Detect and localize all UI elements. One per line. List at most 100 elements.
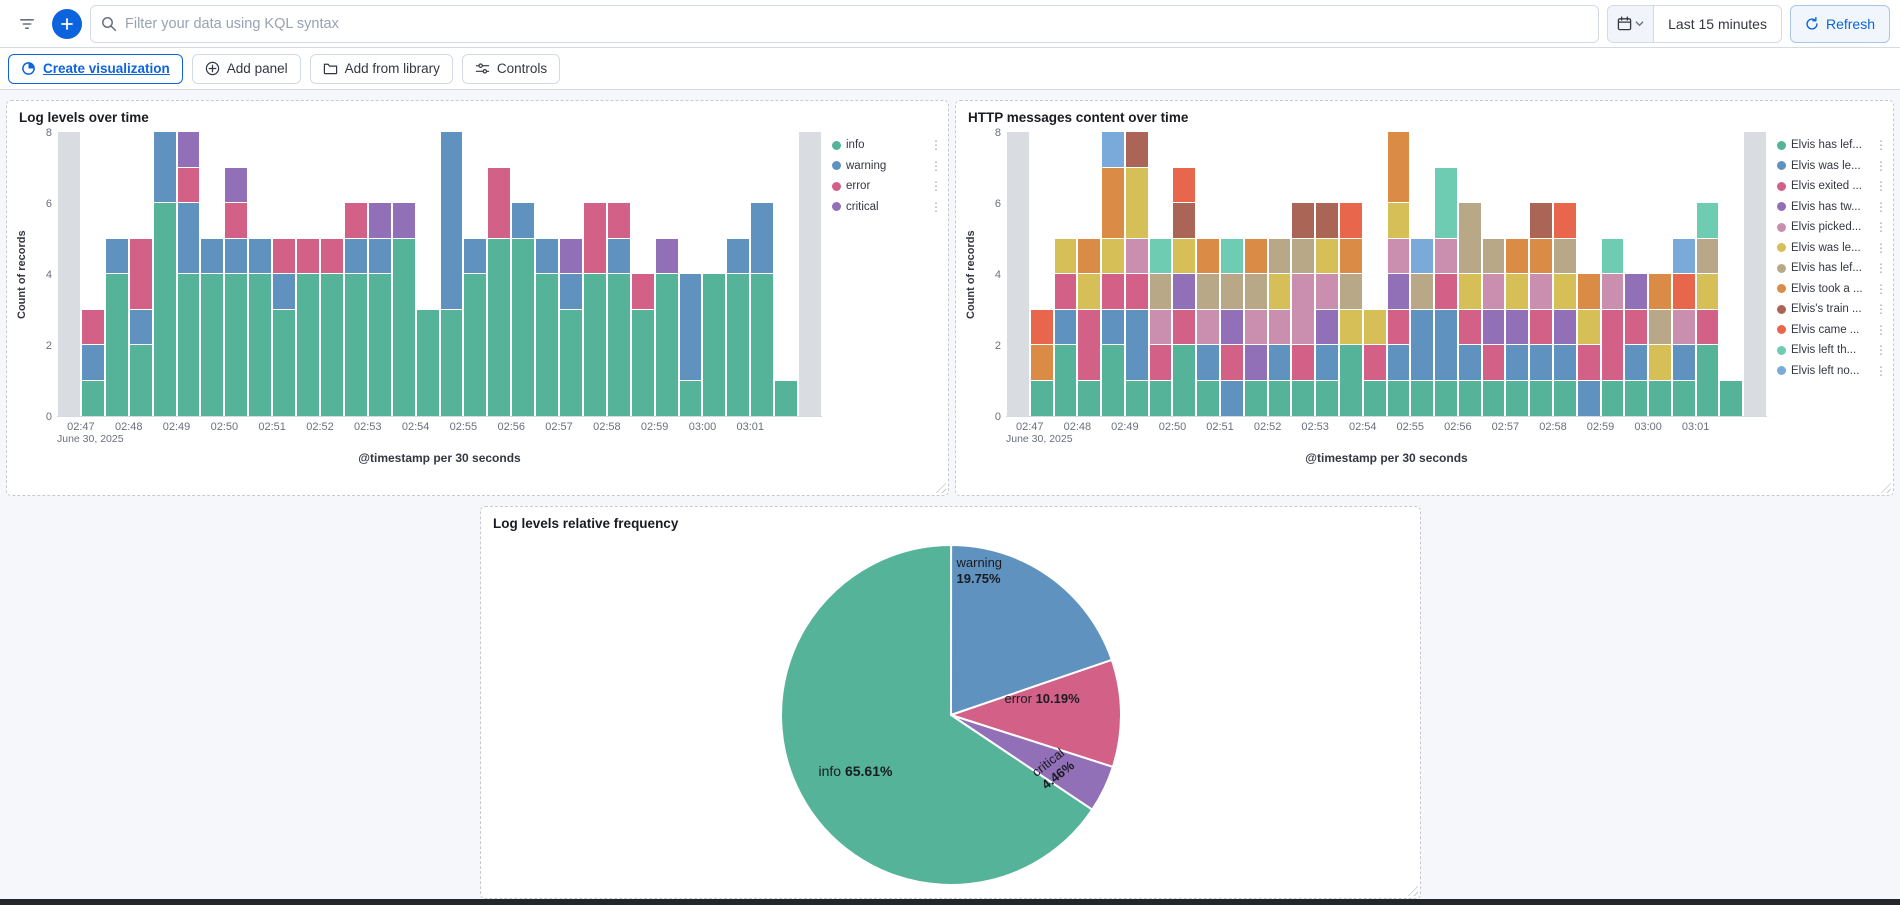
bar-segment[interactable]	[1458, 309, 1481, 345]
bar-segment[interactable]	[1530, 380, 1552, 416]
bar-segment[interactable]	[440, 132, 463, 310]
bar[interactable]	[129, 238, 153, 416]
bar-segment[interactable]	[1649, 309, 1671, 345]
bar-segment[interactable]	[105, 274, 128, 416]
bar[interactable]	[224, 167, 248, 416]
bar-segment[interactable]	[1316, 380, 1338, 416]
time-range-value[interactable]: Last 15 minutes	[1668, 15, 1767, 32]
bar-segment[interactable]	[1173, 345, 1196, 416]
bar-segment[interactable]	[1411, 274, 1434, 310]
bar-segment[interactable]	[1387, 132, 1410, 203]
bar-segment[interactable]	[1339, 345, 1362, 416]
bar-segment[interactable]	[1458, 380, 1481, 416]
bar-segment[interactable]	[1339, 203, 1362, 239]
bar-segment[interactable]	[225, 238, 248, 274]
bar-segment[interactable]	[1078, 238, 1101, 274]
legend-actions-icon[interactable]: ⋮	[930, 158, 942, 173]
bar-segment[interactable]	[1482, 274, 1505, 310]
bar-segment[interactable]	[655, 274, 678, 416]
bar-segment[interactable]	[1030, 380, 1053, 416]
partial-bucket-bar[interactable]	[799, 132, 821, 416]
bar-segment[interactable]	[703, 274, 726, 416]
bar-segment[interactable]	[488, 167, 511, 239]
bar-segment[interactable]	[1435, 238, 1457, 274]
bar-segment[interactable]	[129, 309, 152, 345]
bar-segment[interactable]	[249, 274, 272, 416]
bar[interactable]	[774, 380, 798, 416]
bar-segment[interactable]	[1316, 345, 1338, 381]
partial-bucket-bar[interactable]	[1007, 132, 1029, 416]
bar-segment[interactable]	[1553, 203, 1576, 239]
bar-segment[interactable]	[1482, 309, 1505, 345]
bar-segment[interactable]	[129, 238, 152, 310]
bar-segment[interactable]	[1078, 380, 1101, 416]
bar-segment[interactable]	[153, 132, 176, 203]
kql-search-box[interactable]	[90, 4, 1600, 43]
bar[interactable]	[511, 203, 535, 416]
bar[interactable]	[1505, 238, 1529, 416]
bar-segment[interactable]	[464, 274, 487, 416]
bar-segment[interactable]	[1268, 309, 1291, 345]
legend-actions-icon[interactable]: ⋮	[930, 138, 942, 153]
bar-segment[interactable]	[1482, 238, 1505, 274]
bar-segment[interactable]	[1054, 238, 1077, 274]
bar[interactable]	[1030, 309, 1054, 416]
bar-segment[interactable]	[1221, 274, 1243, 310]
bar-segment[interactable]	[1672, 274, 1695, 310]
bar-segment[interactable]	[1435, 380, 1457, 416]
bar-segment[interactable]	[1149, 345, 1172, 381]
bar-segment[interactable]	[225, 274, 248, 416]
bar-segment[interactable]	[81, 345, 104, 381]
bar-segment[interactable]	[655, 238, 678, 274]
bar-segment[interactable]	[1054, 345, 1077, 416]
resize-handle[interactable]	[1878, 480, 1891, 493]
bar-segment[interactable]	[1102, 345, 1124, 416]
bar-segment[interactable]	[1458, 203, 1481, 274]
bar-segment[interactable]	[1696, 345, 1719, 416]
bar-segment[interactable]	[560, 309, 582, 416]
bar-segment[interactable]	[1363, 345, 1386, 381]
bar[interactable]	[344, 203, 368, 416]
bar-segment[interactable]	[416, 309, 439, 416]
bar-segment[interactable]	[1268, 238, 1291, 274]
bar[interactable]	[1101, 132, 1125, 416]
legend-item[interactable]: Elvis left th... ⋮	[1777, 340, 1887, 361]
bar[interactable]	[798, 132, 822, 416]
bar-segment[interactable]	[1316, 274, 1338, 310]
bar-segment[interactable]	[392, 203, 415, 239]
bar-segment[interactable]	[1720, 380, 1743, 416]
bar-segment[interactable]	[1553, 309, 1576, 345]
bar-segment[interactable]	[225, 203, 248, 239]
bar-segment[interactable]	[1030, 345, 1053, 381]
bar-segment[interactable]	[1601, 380, 1624, 416]
bar[interactable]	[750, 203, 774, 416]
bar[interactable]	[1387, 132, 1411, 416]
bar-segment[interactable]	[1125, 309, 1148, 381]
bar-segment[interactable]	[1173, 274, 1196, 310]
bar-segment[interactable]	[1530, 309, 1552, 345]
bar[interactable]	[200, 238, 224, 416]
bar-segment[interactable]	[201, 274, 224, 416]
bar-segment[interactable]	[1553, 274, 1576, 310]
bar-segment[interactable]	[1078, 309, 1101, 381]
bar-segment[interactable]	[560, 274, 582, 310]
bar[interactable]	[1315, 203, 1339, 416]
bar-segment[interactable]	[1125, 274, 1148, 310]
bar[interactable]	[1743, 132, 1767, 416]
legend-actions-icon[interactable]: ⋮	[1875, 240, 1887, 255]
bar-segment[interactable]	[1601, 274, 1624, 310]
panel-title[interactable]: Log levels relative frequency	[493, 516, 679, 531]
legend-item[interactable]: critical ⋮	[832, 197, 942, 218]
bar-segment[interactable]	[1125, 167, 1148, 239]
bar[interactable]	[248, 238, 272, 416]
bar[interactable]	[1577, 274, 1601, 416]
bar-segment[interactable]	[1102, 309, 1124, 345]
bar-segment[interactable]	[1482, 345, 1505, 381]
bar[interactable]	[1434, 167, 1458, 416]
bar-segment[interactable]	[1221, 238, 1243, 274]
bar[interactable]	[1077, 238, 1101, 416]
legend-actions-icon[interactable]: ⋮	[930, 199, 942, 214]
legend-actions-icon[interactable]: ⋮	[1875, 343, 1887, 358]
bar-segment[interactable]	[1530, 203, 1552, 239]
panel-title[interactable]: HTTP messages content over time	[968, 110, 1189, 125]
